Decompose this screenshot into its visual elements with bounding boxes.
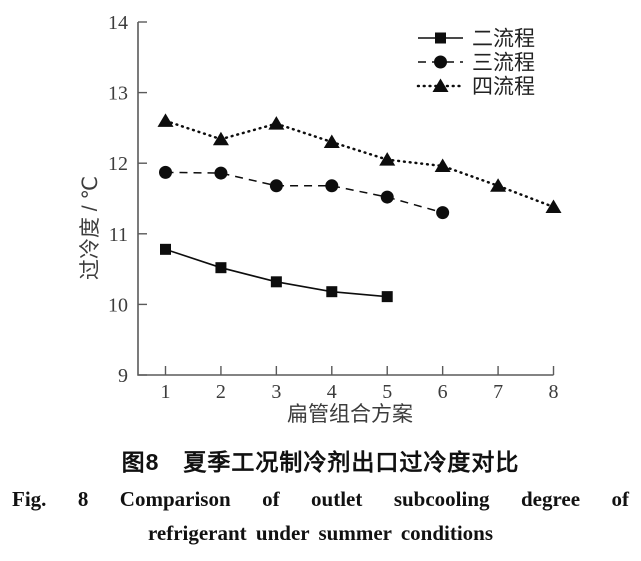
circle-marker — [380, 190, 394, 204]
y-tick-label: 10 — [108, 294, 128, 316]
circle-marker — [436, 206, 450, 220]
triangle-marker — [490, 178, 507, 192]
y-axis-title: 过冷度 / ℃ — [79, 176, 102, 280]
y-tick-label: 12 — [108, 153, 128, 175]
x-tick-label: 6 — [438, 381, 448, 403]
series-0 — [160, 243, 393, 303]
triangle-marker — [379, 152, 396, 166]
circle-marker — [214, 166, 228, 180]
series-line — [164, 119, 555, 209]
triangle-marker — [545, 199, 562, 213]
legend-item-1: 三流程 — [418, 52, 535, 75]
circle-marker — [269, 179, 283, 193]
square-marker — [435, 32, 446, 44]
series-2 — [157, 113, 562, 213]
caption-en-line1: Fig. 8 Comparison of outlet subcooling d… — [12, 487, 629, 511]
square-marker — [270, 276, 282, 288]
triangle-marker — [268, 116, 285, 130]
circle-marker — [434, 55, 447, 69]
square-marker — [381, 291, 393, 303]
caption-en-line2: refrigerant under summer conditions — [147, 521, 494, 545]
x-tick-label: 8 — [549, 381, 559, 403]
y-tick-label: 11 — [109, 224, 128, 246]
circle-marker — [325, 179, 339, 193]
series-line — [165, 248, 388, 298]
legend-label: 三流程 — [472, 52, 535, 75]
series-line — [165, 171, 443, 214]
square-marker — [215, 262, 227, 274]
legend-label: 二流程 — [472, 28, 535, 51]
x-tick-label: 4 — [327, 381, 337, 403]
legend-label: 四流程 — [472, 76, 535, 99]
x-tick-label: 2 — [216, 381, 226, 403]
x-tick-label: 1 — [161, 381, 171, 403]
x-tick-label: 3 — [271, 381, 281, 403]
x-axis-title: 扁管组合方案 — [287, 403, 413, 426]
y-tick-label: 13 — [108, 83, 128, 105]
y-tick-label: 14 — [108, 12, 128, 34]
triangle-marker — [323, 134, 340, 149]
caption-zh: 图8 夏季工况制冷剂出口过冷度对比 — [121, 449, 520, 475]
square-marker — [160, 243, 171, 255]
series-1 — [159, 165, 450, 220]
x-tick-label: 5 — [382, 381, 392, 403]
triangle-marker — [432, 78, 449, 92]
triangle-marker — [212, 131, 229, 146]
legend-item-2: 四流程 — [416, 76, 535, 99]
square-marker — [326, 286, 338, 298]
circle-marker — [159, 165, 172, 179]
triangle-marker — [157, 113, 174, 127]
legend-item-0: 二流程 — [418, 28, 535, 51]
x-tick-label: 7 — [493, 381, 503, 403]
triangle-marker — [434, 158, 451, 173]
y-tick-label: 9 — [118, 365, 128, 387]
